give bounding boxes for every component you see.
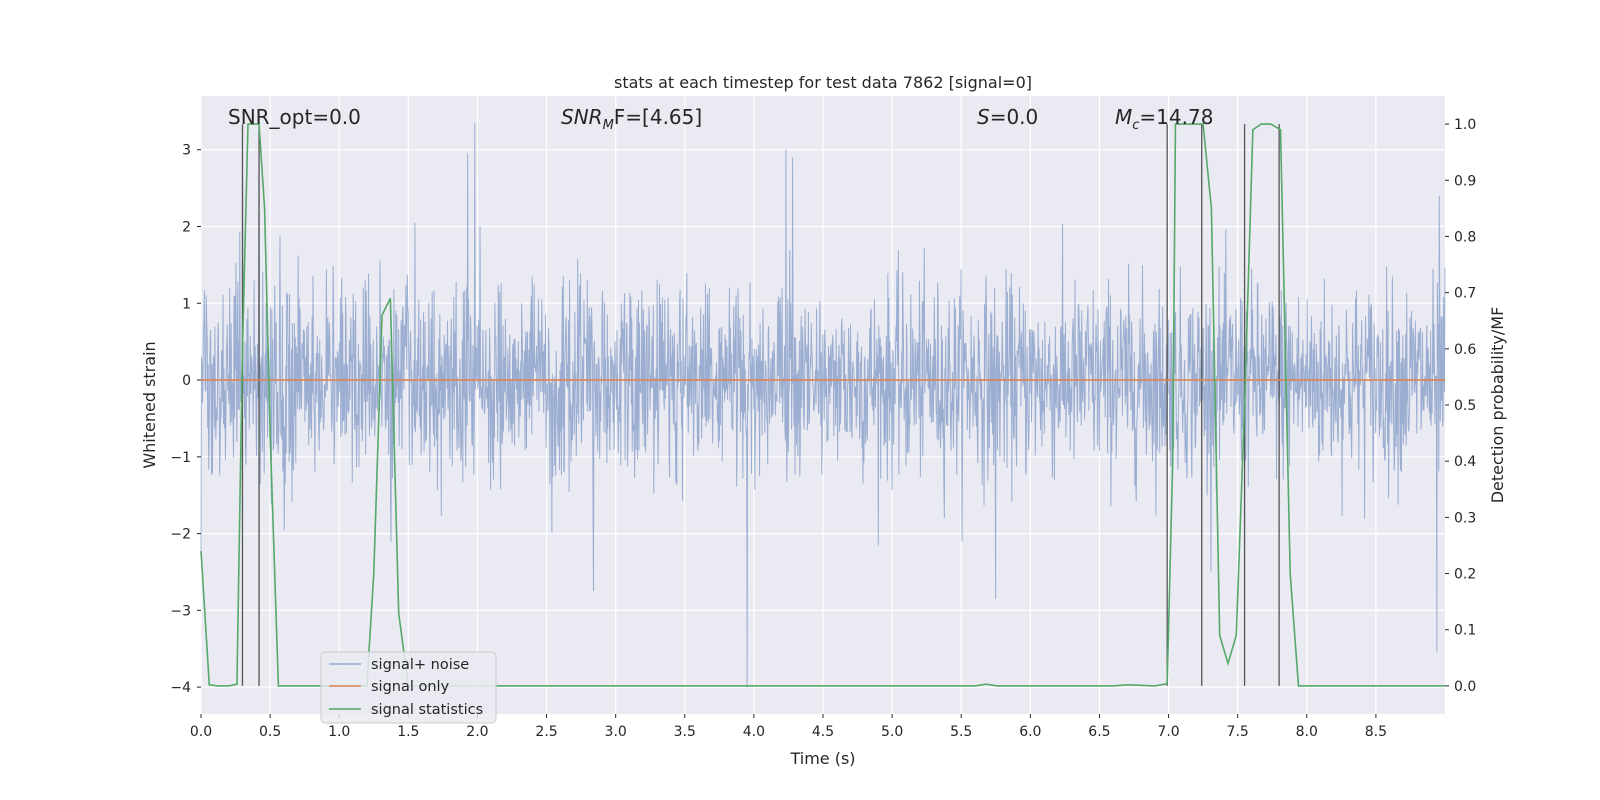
grid-lines — [200, 96, 1445, 714]
x-tick-label: 8.0 — [1296, 724, 1318, 740]
y-left-tick-label: 3 — [182, 143, 191, 159]
y-right-tick-label: 0.3 — [1454, 510, 1476, 526]
x-tick-label: 3.0 — [605, 724, 627, 740]
y-axis-right-label: Detection probability/MF — [1488, 307, 1507, 504]
y-right-tick-label: 1.0 — [1454, 117, 1476, 133]
x-tick-label: 1.5 — [397, 724, 419, 740]
x-tick-label: 0.0 — [190, 724, 212, 740]
y-right-tick-label: 0.9 — [1454, 173, 1476, 189]
x-tick-label: 6.5 — [1088, 724, 1110, 740]
noise-trace — [200, 122, 1446, 688]
y-right-tick-label: 0.6 — [1454, 342, 1476, 358]
x-tick-label: 2.5 — [535, 724, 557, 740]
y-right-tick-label: 0.5 — [1454, 398, 1476, 414]
legend-label-signal-noise: signal+ noise — [371, 657, 469, 673]
x-tick-label: 3.5 — [674, 724, 696, 740]
y-left-tick-label: 2 — [182, 220, 191, 236]
x-tick-label: 7.0 — [1157, 724, 1179, 740]
series-lines — [200, 123, 1445, 687]
x-tick-label: 5.5 — [950, 724, 972, 740]
y-left-tick-label: 0 — [182, 373, 191, 389]
y-axis-left-label: Whitened strain — [140, 341, 159, 468]
x-tick-label: 8.5 — [1365, 724, 1387, 740]
annotation-mc: Mc=14.78 — [1115, 105, 1213, 133]
y-left-tick-label: 1 — [182, 296, 191, 312]
y-left-tick-label: −2 — [170, 527, 191, 543]
x-tick-label: 6.0 — [1019, 724, 1041, 740]
x-tick-label: 4.5 — [812, 724, 834, 740]
x-tick-label: 0.5 — [259, 724, 281, 740]
y-axis-left-ticks: 3 2 1 0 −1 −2 −3 −4 — [170, 143, 201, 696]
y-left-tick-label: −1 — [170, 450, 191, 466]
y-left-tick-label: −3 — [170, 603, 191, 619]
series-signal-statistics — [200, 123, 1445, 687]
annotation-snr-opt: SNR_opt=0.0 — [228, 105, 361, 129]
annotation-snr-mf: SNRMF=[4.65] — [561, 105, 702, 133]
annotation-s: S=0.0 — [977, 105, 1038, 129]
y-right-tick-label: 0.7 — [1454, 286, 1476, 302]
y-right-tick-label: 0.1 — [1454, 623, 1476, 639]
x-tick-label: 4.0 — [743, 724, 765, 740]
x-tick-label: 2.0 — [466, 724, 488, 740]
series-signal-noise — [200, 122, 1446, 688]
y-right-tick-label: 0.8 — [1454, 229, 1476, 245]
legend-label-signal-statistics: signal statistics — [371, 702, 483, 718]
chart-title: stats at each timestep for test data 786… — [614, 73, 1032, 92]
x-axis-label: Time (s) — [789, 749, 855, 768]
legend-label-signal-only: signal only — [371, 679, 450, 695]
x-tick-label: 7.5 — [1227, 724, 1249, 740]
y-axis-right-ticks: 1.0 0.9 0.8 0.7 0.6 0.5 0.4 0.3 0.2 0.1 0.0 — [1445, 117, 1476, 695]
legend-box — [320, 651, 497, 724]
y-right-tick-label: 0.2 — [1454, 567, 1476, 583]
x-tick-label: 1.0 — [328, 724, 350, 740]
y-right-tick-label: 0.0 — [1454, 679, 1476, 695]
x-tick-label: 5.0 — [881, 724, 903, 740]
y-left-tick-label: −4 — [170, 680, 191, 696]
legend: signal+ noise signal only signal statist… — [320, 651, 497, 724]
y-right-tick-label: 0.4 — [1454, 454, 1476, 470]
x-axis-ticks: 0.0 0.5 1.0 1.5 2.0 2.5 3.0 3.5 4.0 4.5 5.0 5.5 6.0 6… — [190, 714, 1387, 740]
